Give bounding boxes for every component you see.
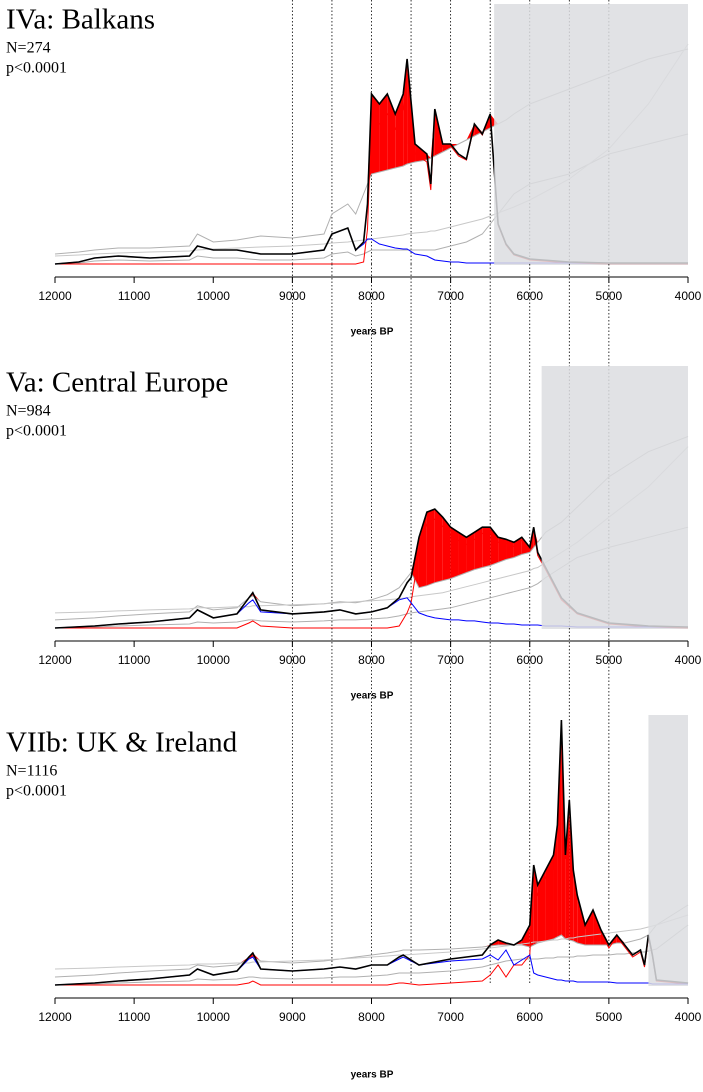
annotation: p<0.0001 [6, 60, 67, 77]
x-tick-label: 11000 [118, 653, 151, 667]
excess-area [426, 509, 435, 586]
series-line [54, 508, 689, 629]
x-tick-label: 12000 [38, 289, 72, 303]
excess-area [490, 527, 499, 566]
x-axis-label: years BP [351, 327, 394, 338]
shaded-region [494, 4, 688, 265]
x-tick-label: 4000 [675, 289, 702, 303]
x-tick-label: 4000 [675, 653, 702, 667]
x-tick-label: 9000 [279, 1010, 306, 1024]
excess-area [545, 855, 554, 941]
excess-area [557, 720, 562, 937]
excess-area [573, 870, 578, 943]
annotation: N=984 [6, 403, 51, 420]
series-line [55, 724, 689, 986]
excess-area [379, 94, 388, 172]
shaded-region [648, 715, 688, 986]
x-tick-label: 10000 [197, 289, 231, 303]
x-axis-label: years BP [351, 1070, 394, 1081]
excess-area [474, 527, 483, 570]
annotation: p<0.0001 [6, 783, 67, 800]
panel-title: IVa: Balkans [6, 4, 155, 36]
excess-area [565, 800, 570, 940]
x-tick-label: 12000 [38, 1010, 72, 1024]
x-tick-label: 6000 [516, 1010, 543, 1024]
excess-area [482, 527, 491, 568]
excess-area [450, 527, 459, 579]
panel-title: VIIb: UK & Ireland [6, 727, 238, 759]
excess-area [498, 537, 507, 563]
excess-area [236, 957, 249, 965]
panel-title: Va: Central Europe [6, 367, 228, 399]
x-tick-label: 10000 [197, 653, 231, 667]
x-tick-label: 11000 [118, 289, 151, 303]
excess-area [442, 144, 451, 152]
excess-area [395, 94, 404, 168]
excess-area [371, 94, 380, 174]
x-tick-label: 8000 [358, 1010, 385, 1024]
excess-area [585, 910, 594, 945]
excess-area [252, 953, 261, 961]
x-tick-label: 10000 [197, 1010, 231, 1024]
excess-area [537, 870, 546, 943]
annotation: p<0.0001 [6, 423, 67, 440]
excess-area [252, 592, 261, 602]
x-tick-label: 11000 [118, 1010, 151, 1024]
series-line [54, 436, 689, 621]
excess-area [466, 532, 475, 573]
excess-area [533, 865, 538, 945]
annotation: N=1116 [6, 763, 57, 780]
excess-area [458, 532, 467, 576]
x-axis-label: years BP [351, 691, 394, 702]
series-line [54, 446, 689, 614]
x-tick-label: 7000 [437, 1010, 464, 1024]
excess-area [415, 144, 427, 162]
series-line [54, 924, 689, 986]
excess-area [616, 935, 625, 943]
x-tick-label: 5000 [596, 1010, 623, 1024]
series-line [54, 526, 689, 629]
excess-area [387, 94, 396, 170]
excess-area [569, 800, 574, 941]
annotation: N=274 [6, 40, 51, 57]
shaded-region [541, 366, 688, 629]
excess-area [434, 509, 443, 583]
series-line [54, 719, 689, 986]
series-line [54, 949, 688, 986]
x-tick-label: 12000 [38, 653, 72, 667]
x-tick-label: 4000 [675, 1010, 702, 1024]
